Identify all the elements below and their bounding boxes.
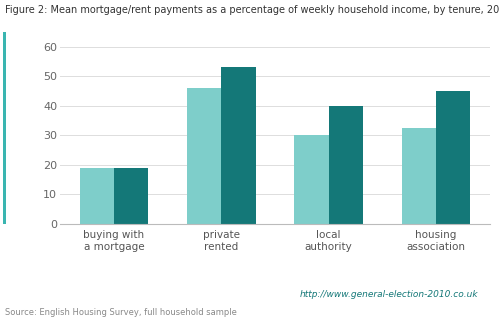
Bar [402,128,436,224]
Bar [80,168,114,224]
Text: http://www.general-election-2010.co.uk: http://www.general-election-2010.co.uk [300,290,478,299]
Bar [436,91,470,224]
Text: Figure 2: Mean mortgage/rent payments as a percentage of weekly household income: Figure 2: Mean mortgage/rent payments as… [5,5,500,15]
Bar [294,135,328,224]
Bar [114,168,148,224]
Bar [222,68,256,224]
Bar [187,88,222,224]
Text: Source: English Housing Survey, full household sample: Source: English Housing Survey, full hou… [5,308,237,317]
Bar [328,106,363,224]
